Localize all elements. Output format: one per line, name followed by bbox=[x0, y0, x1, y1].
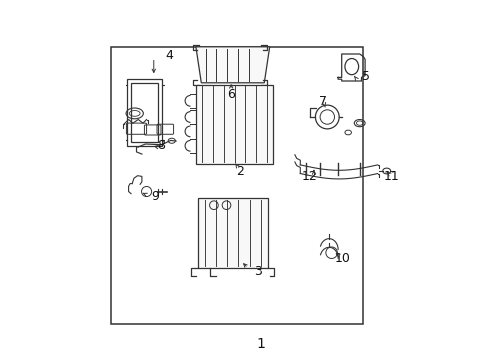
Text: 8: 8 bbox=[157, 139, 164, 152]
Bar bbox=[196, 85, 273, 164]
Bar bbox=[197, 198, 267, 268]
Text: 2: 2 bbox=[235, 165, 243, 178]
Bar bbox=[127, 79, 162, 146]
Text: 12: 12 bbox=[302, 170, 317, 183]
Polygon shape bbox=[196, 47, 269, 83]
Text: 5: 5 bbox=[361, 70, 369, 83]
Text: 11: 11 bbox=[383, 170, 398, 183]
Text: 10: 10 bbox=[334, 252, 349, 265]
Text: 7: 7 bbox=[318, 95, 326, 108]
Text: 1: 1 bbox=[256, 337, 264, 351]
Bar bbox=[111, 47, 363, 324]
Text: 9: 9 bbox=[151, 190, 159, 203]
Text: 6: 6 bbox=[227, 88, 235, 101]
Text: 4: 4 bbox=[165, 49, 173, 62]
Bar bbox=[131, 83, 158, 142]
Text: 3: 3 bbox=[253, 265, 261, 278]
